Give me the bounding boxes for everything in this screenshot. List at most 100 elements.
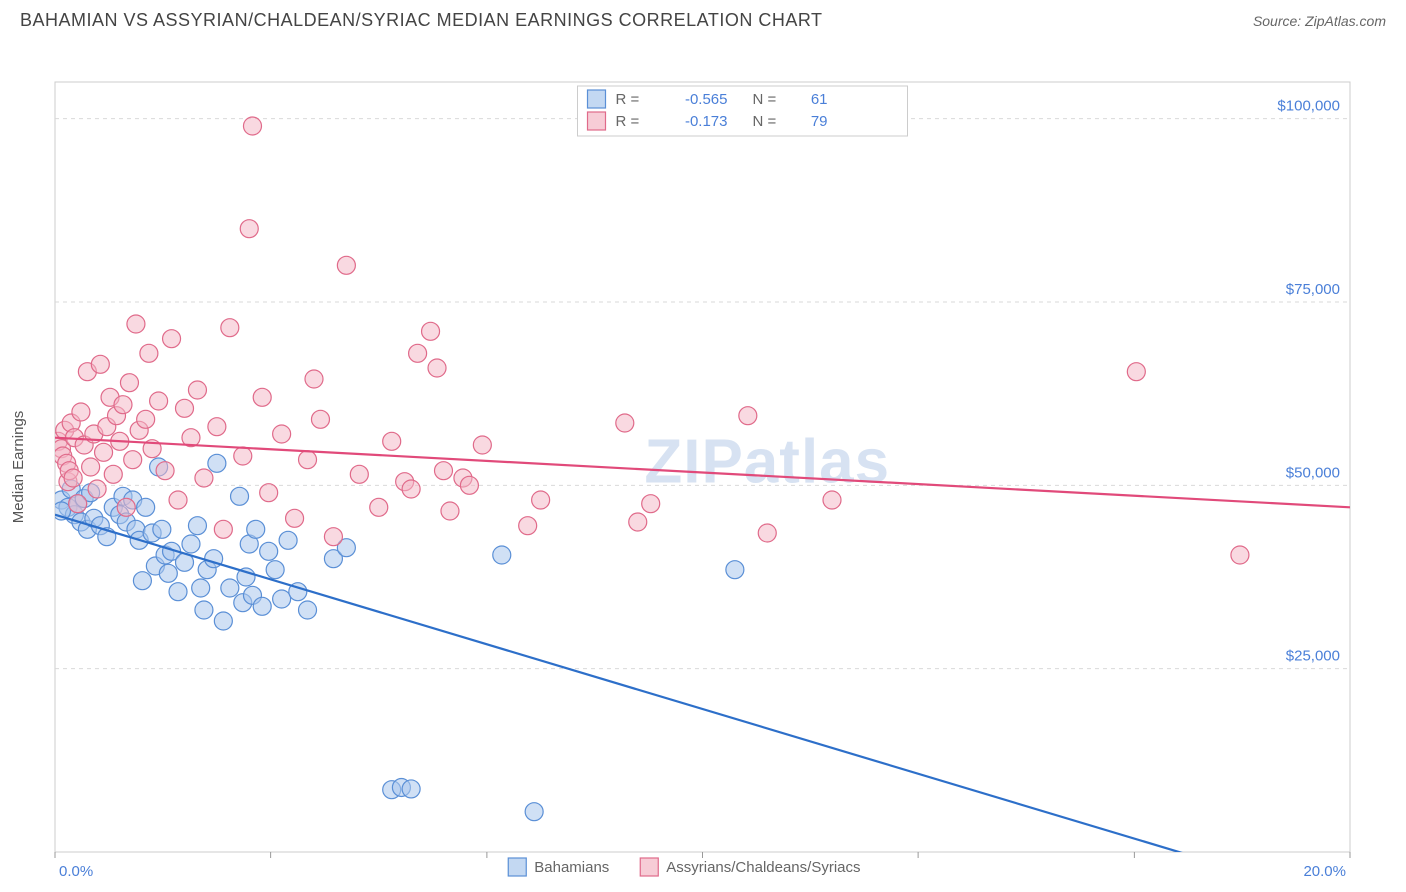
legend-swatch	[508, 858, 526, 876]
chart-title: BAHAMIAN VS ASSYRIAN/CHALDEAN/SYRIAC MED…	[20, 10, 823, 31]
data-point	[208, 418, 226, 436]
stats-N-label: N =	[753, 113, 777, 130]
data-point	[104, 465, 122, 483]
data-point	[616, 414, 634, 432]
data-point	[299, 451, 317, 469]
data-point	[231, 487, 249, 505]
data-point	[88, 480, 106, 498]
y-tick-label: $75,000	[1286, 281, 1340, 298]
data-point	[324, 528, 342, 546]
stats-N-value: 61	[811, 91, 828, 108]
data-point	[823, 491, 841, 509]
data-point	[370, 498, 388, 516]
data-point	[758, 524, 776, 542]
data-point	[72, 403, 90, 421]
data-point	[311, 410, 329, 428]
data-point	[127, 315, 145, 333]
data-point	[153, 520, 171, 538]
data-point	[525, 803, 543, 821]
data-point	[234, 447, 252, 465]
data-point	[402, 480, 420, 498]
data-point	[299, 601, 317, 619]
data-point	[82, 458, 100, 476]
data-point	[182, 535, 200, 553]
data-point	[159, 564, 177, 582]
data-point	[195, 469, 213, 487]
data-point	[350, 465, 368, 483]
data-point	[473, 436, 491, 454]
y-tick-label: $100,000	[1277, 98, 1340, 115]
x-min-label: 0.0%	[59, 863, 93, 880]
chart-container: $25,000 $50,000 $75,000 $100,000 ZIPatlas Med…	[0, 37, 1406, 887]
data-point	[305, 370, 323, 388]
data-point	[519, 517, 537, 535]
data-point	[726, 561, 744, 579]
data-point	[214, 612, 232, 630]
data-point	[221, 319, 239, 337]
legend-label: Assyrians/Chaldeans/Syriacs	[666, 859, 860, 876]
data-point	[137, 498, 155, 516]
stats-swatch	[588, 112, 606, 130]
source-label: Source: ZipAtlas.com	[1253, 13, 1386, 29]
data-point	[120, 374, 138, 392]
data-point	[409, 344, 427, 362]
data-point	[273, 590, 291, 608]
stats-N-label: N =	[753, 91, 777, 108]
data-point	[163, 330, 181, 348]
data-point	[279, 531, 297, 549]
data-point	[243, 117, 261, 135]
data-point	[169, 583, 187, 601]
data-point	[402, 780, 420, 798]
data-point	[260, 542, 278, 560]
data-point	[188, 517, 206, 535]
y-tick-label: $50,000	[1286, 464, 1340, 481]
x-max-label: 20.0%	[1303, 863, 1346, 880]
data-point	[240, 220, 258, 238]
data-point	[169, 491, 187, 509]
data-point	[124, 451, 142, 469]
data-point	[137, 410, 155, 428]
data-point	[383, 432, 401, 450]
data-point	[435, 462, 453, 480]
data-point	[140, 344, 158, 362]
data-point	[642, 495, 660, 513]
data-point	[460, 476, 478, 494]
y-axis-label: Median Earnings	[10, 411, 27, 524]
stats-N-value: 79	[811, 113, 828, 130]
data-point	[195, 601, 213, 619]
data-point	[192, 579, 210, 597]
data-point	[114, 396, 132, 414]
data-point	[1127, 363, 1145, 381]
data-point	[117, 498, 135, 516]
data-point	[260, 484, 278, 502]
data-point	[273, 425, 291, 443]
watermark: ZIPatlas	[644, 427, 890, 496]
y-tick-label: $25,000	[1286, 648, 1340, 665]
stats-R-label: R =	[616, 113, 640, 130]
data-point	[221, 579, 239, 597]
scatter-chart: $25,000 $50,000 $75,000 $100,000 ZIPatlas Med…	[0, 37, 1406, 887]
data-point	[188, 381, 206, 399]
stats-swatch	[588, 90, 606, 108]
data-point	[156, 462, 174, 480]
data-point	[428, 359, 446, 377]
data-point	[253, 388, 271, 406]
data-point	[247, 520, 265, 538]
data-point	[286, 509, 304, 527]
data-point	[266, 561, 284, 579]
data-point	[422, 322, 440, 340]
data-point	[64, 469, 82, 487]
data-point	[1231, 546, 1249, 564]
stats-R-value: -0.173	[685, 113, 728, 130]
data-point	[214, 520, 232, 538]
legend-label: Bahamians	[534, 859, 609, 876]
data-point	[493, 546, 511, 564]
data-point	[441, 502, 459, 520]
data-point	[532, 491, 550, 509]
data-point	[337, 256, 355, 274]
data-point	[629, 513, 647, 531]
data-point	[739, 407, 757, 425]
data-point	[253, 597, 271, 615]
data-point	[69, 495, 87, 513]
data-point	[150, 392, 168, 410]
